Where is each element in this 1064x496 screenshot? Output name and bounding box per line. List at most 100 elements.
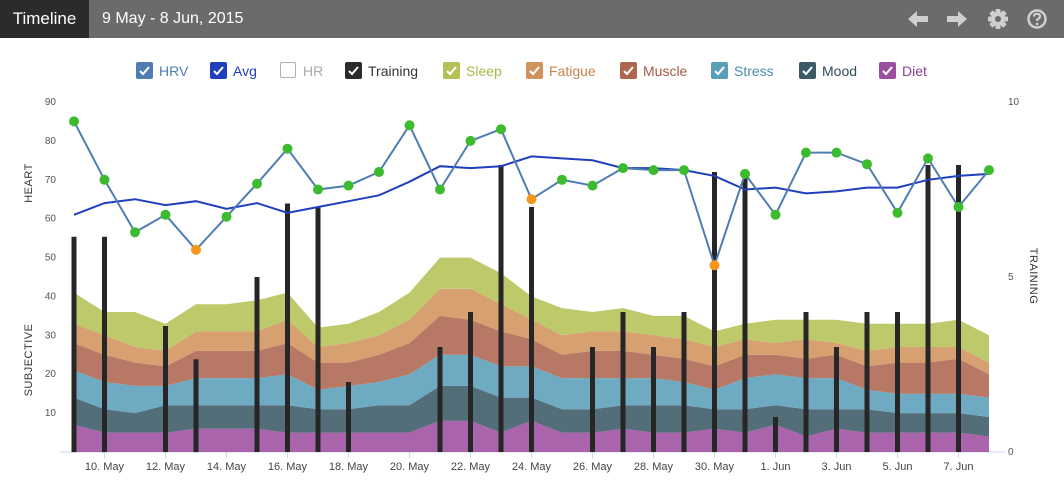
- training-bar: [437, 347, 443, 452]
- y-tick-label: 30: [45, 330, 57, 341]
- training-bar: [529, 207, 534, 452]
- right-axis-title-training: TRAINING: [1027, 248, 1039, 305]
- hrv-point: [130, 227, 140, 238]
- help-icon[interactable]: [1026, 8, 1050, 30]
- hrv-point: [923, 153, 933, 164]
- checkbox-checked-icon[interactable]: [799, 62, 816, 79]
- hrv-point: [496, 124, 506, 135]
- hrv-point: [648, 165, 659, 176]
- legend: HRV Avg HR Training Sleep Fatigue Muscle Stress…: [0, 60, 1064, 82]
- checkbox-unchecked-icon[interactable]: [280, 62, 296, 78]
- training-bar: [468, 312, 473, 452]
- x-tick-label: 5. Jun: [883, 461, 913, 473]
- hrv-point: [953, 202, 964, 212]
- training-bar: [773, 417, 778, 452]
- y-tick-label: 90: [45, 97, 57, 108]
- checkbox-checked-icon[interactable]: [879, 62, 896, 79]
- hrv-point: [313, 184, 323, 195]
- training-bar: [71, 236, 77, 453]
- arrow-left-icon[interactable]: [906, 8, 930, 30]
- training-bar: [803, 312, 809, 452]
- date-range-label: 9 May - 8 Jun, 2015: [102, 10, 244, 27]
- hrv-point: [343, 180, 354, 191]
- checkbox-checked-icon[interactable]: [443, 62, 460, 79]
- legend-label: Mood: [822, 63, 858, 79]
- hrv-point: [526, 194, 537, 205]
- x-tick-label: 22. May: [451, 461, 491, 473]
- checkbox-checked-icon[interactable]: [210, 62, 227, 79]
- x-tick-label: 28. May: [634, 461, 674, 473]
- tab-timeline[interactable]: Timeline: [0, 0, 89, 38]
- training-bar: [590, 347, 595, 452]
- training-bar: [651, 347, 656, 452]
- training-bar: [712, 172, 717, 452]
- training-bar: [956, 165, 961, 452]
- hrv-point: [709, 260, 720, 271]
- legend-label: Diet: [902, 63, 927, 79]
- x-tick-label: 7. Jun: [944, 461, 974, 473]
- training-bar: [925, 165, 931, 452]
- hrv-point: [374, 167, 384, 177]
- x-tick-label: 20. May: [390, 461, 430, 473]
- left-axis-title-heart: HEART: [23, 163, 35, 203]
- x-tick-label: 14. May: [207, 461, 247, 473]
- hrv-point: [252, 178, 262, 189]
- hrv-point: [160, 209, 171, 220]
- legend-label: Sleep: [466, 63, 502, 79]
- x-tick-label: 18. May: [329, 461, 369, 473]
- x-tick-label: 12. May: [146, 461, 186, 473]
- x-tick-label: 30. May: [695, 461, 735, 473]
- hrv-point: [831, 147, 842, 158]
- training-bar: [895, 312, 900, 452]
- x-tick-label: 26. May: [573, 461, 613, 473]
- y2-tick-label: 5: [1008, 272, 1014, 283]
- y2-tick-label: 10: [1008, 97, 1020, 108]
- y-tick-label: 40: [45, 291, 57, 302]
- checkbox-checked-icon[interactable]: [620, 62, 637, 79]
- training-bar: [163, 326, 168, 452]
- training-bar: [193, 359, 199, 453]
- training-bar: [254, 277, 260, 452]
- training-bar: [681, 312, 687, 452]
- checkbox-checked-icon[interactable]: [345, 62, 362, 79]
- hrv-point: [404, 120, 415, 131]
- hrv-point: [282, 143, 293, 154]
- y-tick-label: 10: [45, 408, 57, 419]
- y2-tick-label: 0: [1008, 447, 1014, 458]
- y-tick-label: 60: [45, 214, 57, 225]
- hrv-point: [221, 211, 232, 222]
- left-axis-title-subjective: SUBJECTIVE: [23, 324, 35, 397]
- training-bar: [864, 312, 870, 452]
- x-tick-label: 16. May: [268, 461, 308, 473]
- x-tick-label: 1. Jun: [761, 461, 791, 473]
- hrv-point: [679, 165, 689, 176]
- header-bar: Timeline 9 May - 8 Jun, 2015: [0, 0, 1064, 38]
- arrow-right-icon[interactable]: [945, 8, 969, 30]
- hrv-point: [984, 165, 994, 176]
- hrv-point: [435, 184, 445, 195]
- x-tick-label: 10. May: [85, 461, 125, 473]
- x-tick-label: 3. Jun: [822, 461, 852, 473]
- y-tick-label: 70: [45, 175, 57, 186]
- checkbox-checked-icon[interactable]: [526, 62, 543, 79]
- timeline-chart: 10 20 30 40 50 60 70 80 90 0 5 10 10. May 12. May 14. …: [23, 97, 1039, 473]
- hrv-point: [557, 174, 567, 185]
- hrv-point: [618, 163, 628, 174]
- y-tick-label: 20: [45, 369, 57, 380]
- hrv-point: [740, 168, 750, 179]
- legend-label: Avg: [233, 63, 257, 79]
- legend-label: Stress: [734, 63, 774, 79]
- training-bar: [285, 203, 290, 452]
- legend-label: Muscle: [643, 63, 688, 79]
- legend-label: HRV: [159, 63, 189, 79]
- checkbox-checked-icon[interactable]: [136, 62, 153, 79]
- checkbox-checked-icon[interactable]: [711, 62, 728, 79]
- training-bar: [742, 172, 748, 452]
- training-bar: [620, 312, 626, 452]
- hrv-point: [69, 116, 79, 127]
- training-bar: [315, 207, 321, 452]
- legend-label: Training: [368, 63, 419, 79]
- training-bar: [498, 165, 504, 452]
- gear-icon[interactable]: [987, 8, 1011, 30]
- training-bar: [346, 382, 351, 452]
